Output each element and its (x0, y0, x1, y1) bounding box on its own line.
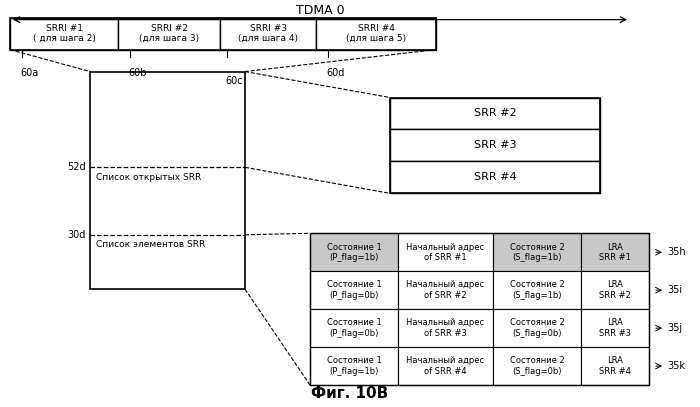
Bar (581, 271, 649, 309)
Text: Состояние 2
(S_flag=0b): Состояние 2 (S_flag=0b) (510, 318, 564, 338)
Text: 30d: 30d (68, 230, 86, 240)
Bar (398, 233, 493, 271)
Text: 35i: 35i (667, 285, 682, 295)
Text: LRA
SRR #2: LRA SRR #2 (599, 280, 631, 300)
Bar (493, 271, 581, 309)
Text: Состояние 1
(P_flag=1b): Состояние 1 (P_flag=1b) (327, 243, 382, 262)
Bar (90, 72, 245, 289)
Bar (10, 18, 436, 50)
Text: Состояние 1
(P_flag=0b): Состояние 1 (P_flag=0b) (327, 280, 382, 300)
Text: Состояние 2
(S_flag=1b): Состояние 2 (S_flag=1b) (510, 243, 564, 262)
Bar (398, 347, 493, 385)
Bar (310, 233, 649, 385)
Text: SRR #4: SRR #4 (474, 173, 517, 182)
Text: Список открытых SRR: Список открытых SRR (96, 173, 202, 182)
Text: 35j: 35j (667, 323, 682, 333)
Text: 60c: 60c (225, 76, 243, 85)
Bar (390, 129, 600, 162)
Bar (493, 309, 581, 347)
Bar (118, 18, 220, 50)
Bar (581, 347, 649, 385)
Text: SRR #3: SRR #3 (474, 140, 517, 151)
Text: SRRI #3
(для шага 4): SRRI #3 (для шага 4) (238, 24, 298, 43)
Text: Начальный адрес
of SRR #3: Начальный адрес of SRR #3 (407, 318, 484, 338)
Bar (310, 271, 398, 309)
Bar (10, 18, 118, 50)
Text: 60a: 60a (20, 68, 38, 78)
Text: 60d: 60d (326, 68, 344, 78)
Bar (310, 309, 398, 347)
Text: Начальный адрес
of SRR #2: Начальный адрес of SRR #2 (407, 280, 484, 300)
Text: SRRI #4
(для шага 5): SRRI #4 (для шага 5) (346, 24, 406, 43)
Bar (310, 233, 398, 271)
Text: SRRI #1
( для шага 2): SRRI #1 ( для шага 2) (33, 24, 95, 43)
Text: Состояние 1
(P_flag=1b): Состояние 1 (P_flag=1b) (327, 357, 382, 376)
Text: SRR #2: SRR #2 (474, 109, 517, 118)
Text: 52d: 52d (67, 162, 86, 172)
Text: Начальный адрес
of SRR #1: Начальный адрес of SRR #1 (407, 243, 484, 262)
Bar (390, 98, 600, 129)
Text: Состояние 2
(S_flag=1b): Состояние 2 (S_flag=1b) (510, 280, 564, 300)
Text: Фиг. 10В: Фиг. 10В (312, 386, 388, 401)
Bar (398, 309, 493, 347)
Bar (581, 309, 649, 347)
Text: SRRI #2
(для шага 3): SRRI #2 (для шага 3) (139, 24, 199, 43)
Bar (493, 347, 581, 385)
Bar (220, 18, 316, 50)
Bar (493, 233, 581, 271)
Text: LRA
SRR #1: LRA SRR #1 (599, 243, 631, 262)
Text: LRA
SRR #4: LRA SRR #4 (599, 357, 631, 376)
Text: TDMA 0: TDMA 0 (295, 4, 344, 17)
Bar (316, 18, 436, 50)
Text: Список элементов SRR: Список элементов SRR (96, 240, 205, 249)
Text: Состояние 1
(P_flag=0b): Состояние 1 (P_flag=0b) (327, 318, 382, 338)
Bar (390, 98, 600, 193)
Text: 35h: 35h (667, 247, 685, 257)
Text: 35k: 35k (667, 361, 685, 371)
Text: Состояние 2
(S_flag=0b): Состояние 2 (S_flag=0b) (510, 357, 564, 376)
Text: 60b: 60b (128, 68, 146, 78)
Text: Начальный адрес
of SRR #4: Начальный адрес of SRR #4 (407, 357, 484, 376)
Bar (390, 162, 600, 193)
Text: LRA
SRR #3: LRA SRR #3 (599, 318, 631, 338)
Bar (310, 347, 398, 385)
Bar (398, 271, 493, 309)
Bar (581, 233, 649, 271)
